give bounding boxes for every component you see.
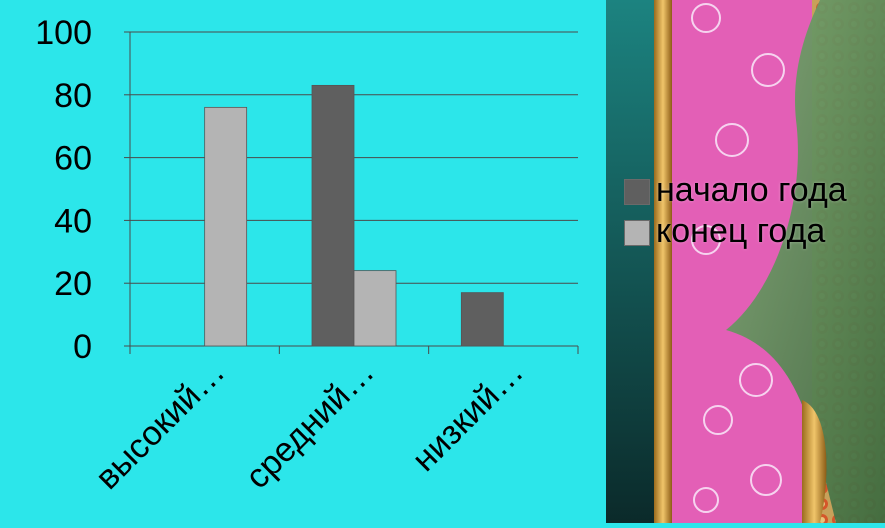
legend-swatch-start-of-year	[624, 179, 650, 205]
bar	[460, 292, 504, 347]
chart-area: 0 20 40 60 80 100 высокий… средний… низкий…	[35, 14, 579, 497]
decorative-background	[606, 0, 885, 523]
y-tick-label: 80	[54, 77, 92, 115]
y-tick-label: 20	[54, 265, 92, 303]
x-tick-label: высокий…	[88, 353, 232, 497]
decorative-pattern-icon	[606, 0, 885, 523]
y-tick-label: 40	[54, 202, 92, 240]
legend-label-start-of-year: начало года	[656, 171, 847, 209]
y-tick-label: 60	[54, 140, 92, 178]
legend-item-start-of-year: начало года	[622, 172, 882, 209]
x-tick-label: средний…	[238, 353, 381, 496]
bar	[204, 106, 248, 347]
legend-item-end-of-year: конец года	[622, 211, 882, 250]
bar	[353, 270, 397, 347]
x-tick-label: низкий…	[405, 353, 531, 479]
bar-chart: 0 20 40 60 80 100 высокий… средний… низкий…	[35, 14, 579, 497]
chart-legend: начало года конец года	[622, 172, 882, 253]
legend-label-end-of-year: конец года	[656, 211, 826, 250]
y-tick-label: 100	[35, 14, 92, 52]
bar	[311, 84, 355, 347]
legend-swatch-end-of-year	[624, 219, 650, 246]
y-tick-label: 0	[73, 328, 92, 366]
